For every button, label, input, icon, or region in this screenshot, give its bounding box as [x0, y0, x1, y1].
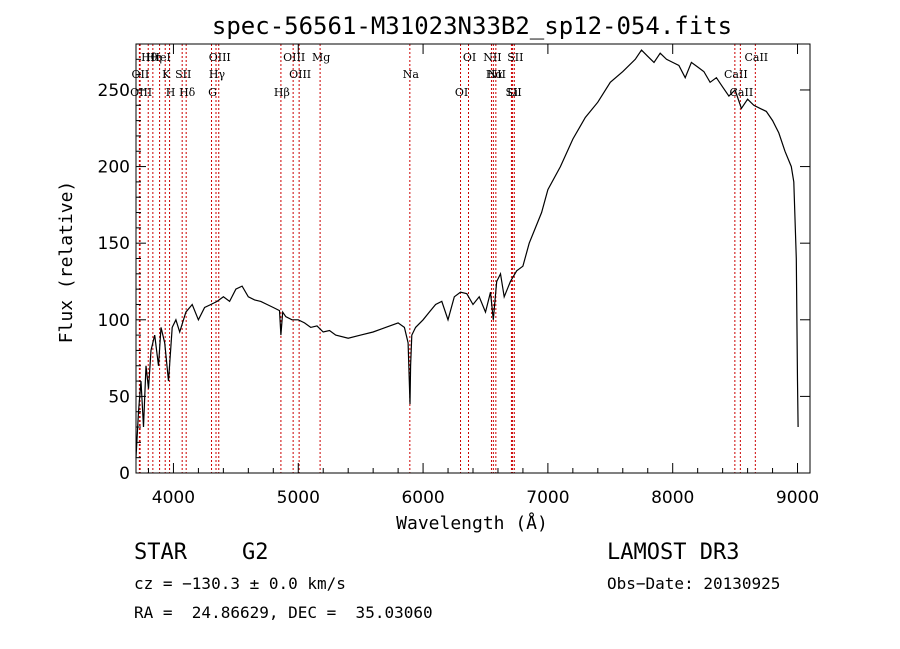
y-tick-label-250: 250 [98, 81, 130, 101]
coordinates: RA = 24.86629, DEC = 35.03060 [134, 603, 433, 622]
x-tick-label-6000: 6000 [401, 488, 444, 508]
obs-date: Obs−Date: 20130925 [607, 574, 781, 593]
line-label-4: K [162, 68, 171, 81]
line-label-23: Li [507, 86, 518, 99]
redshift-value: cz = −130.3 ± 0.0 km/s [134, 574, 346, 593]
survey-name: LAMOST DR3 [607, 540, 740, 565]
y-tick-label-150: 150 [98, 234, 130, 254]
line-label-11: G [208, 86, 217, 99]
line-label-22: NII [488, 68, 506, 81]
y-axis-ticks: 0 50 100 150 200 250 [98, 58, 810, 484]
y-tick-label-0: 0 [119, 464, 130, 484]
spectrum-series [135, 49, 799, 458]
object-class: STAR [134, 540, 187, 565]
emission-line-markers [138, 44, 756, 473]
line-label-6: HeI [150, 51, 170, 64]
line-label-19: Hα [486, 68, 504, 81]
line-label-20: SII [505, 86, 521, 99]
x-tick-label-7000: 7000 [526, 488, 569, 508]
line-label-0: Hθ [141, 51, 158, 64]
line-label-17: OI [455, 86, 468, 99]
line-label-3: Hη [146, 51, 162, 64]
line-label-24: SII [507, 51, 523, 64]
y-tick-label-200: 200 [98, 158, 130, 178]
line-label-16: Na [403, 68, 420, 81]
x-axis-ticks: 4000 5000 6000 7000 8000 9000 [147, 44, 819, 508]
line-label-13: OIII [289, 68, 311, 81]
y-tick-label-100: 100 [98, 311, 130, 331]
chart-title: spec-56561-M31023N33B2_sp12-054.fits [212, 12, 732, 40]
spectrum-line [135, 49, 799, 458]
line-label-15: Mg [312, 51, 330, 64]
y-tick-label-50: 50 [108, 387, 130, 407]
plot-frame [135, 43, 811, 474]
line-label-8: Hδ [179, 86, 196, 99]
line-label-10: Hγ [209, 68, 226, 81]
emission-line-labels: HθOIIOIIIHηKHHeISIIHδOIIIHγGOIIIOIIIHβMg… [130, 51, 768, 99]
line-label-9: OIII [209, 51, 231, 64]
x-tick-label-4000: 4000 [152, 488, 195, 508]
x-tick-label-5000: 5000 [277, 488, 320, 508]
y-axis-label: Flux (relative) [56, 181, 77, 344]
line-label-14: Hβ [274, 86, 290, 99]
line-label-21: NII [483, 51, 501, 64]
line-label-25: CaII [724, 68, 748, 81]
line-label-18: OI [463, 51, 476, 64]
line-label-2: OIII [130, 86, 152, 99]
x-tick-label-9000: 9000 [776, 488, 819, 508]
line-label-7: SII [175, 68, 191, 81]
x-axis-label: Wavelength (Å) [396, 512, 548, 534]
x-tick-label-8000: 8000 [651, 488, 694, 508]
line-label-12: OIII [283, 51, 305, 64]
line-label-5: H [166, 86, 176, 99]
line-label-27: CaII [744, 51, 768, 64]
subclass: G2 [242, 540, 269, 565]
